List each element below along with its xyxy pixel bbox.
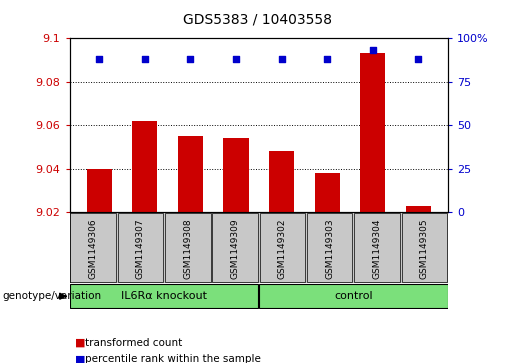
Point [369, 48, 377, 53]
Text: GSM1149303: GSM1149303 [325, 218, 334, 279]
Point [186, 56, 195, 62]
Text: control: control [334, 291, 373, 301]
Text: ■: ■ [75, 354, 85, 363]
FancyBboxPatch shape [212, 213, 258, 282]
FancyBboxPatch shape [259, 285, 448, 308]
Text: percentile rank within the sample: percentile rank within the sample [85, 354, 261, 363]
Text: GSM1149302: GSM1149302 [278, 218, 287, 278]
Text: GDS5383 / 10403558: GDS5383 / 10403558 [183, 13, 332, 27]
Bar [87, 169, 112, 212]
FancyBboxPatch shape [71, 213, 116, 282]
Text: GSM1149309: GSM1149309 [231, 218, 239, 279]
FancyBboxPatch shape [165, 213, 211, 282]
Point [323, 56, 331, 62]
Text: GSM1149304: GSM1149304 [372, 218, 382, 278]
Point [95, 56, 104, 62]
Text: transformed count: transformed count [85, 338, 182, 348]
FancyBboxPatch shape [118, 213, 163, 282]
FancyBboxPatch shape [307, 213, 352, 282]
Text: GSM1149308: GSM1149308 [183, 218, 192, 279]
Text: GSM1149307: GSM1149307 [136, 218, 145, 279]
Point [278, 56, 286, 62]
FancyBboxPatch shape [70, 212, 448, 283]
Text: IL6Rα knockout: IL6Rα knockout [121, 291, 207, 301]
Text: GSM1149306: GSM1149306 [89, 218, 98, 279]
Bar [269, 151, 294, 212]
Bar [360, 53, 385, 212]
Point [141, 56, 149, 62]
FancyBboxPatch shape [354, 213, 400, 282]
FancyBboxPatch shape [260, 213, 305, 282]
FancyBboxPatch shape [70, 285, 259, 308]
Text: genotype/variation: genotype/variation [3, 291, 101, 301]
Bar [315, 173, 340, 212]
Bar [132, 121, 158, 212]
Point [232, 56, 240, 62]
Text: GSM1149305: GSM1149305 [420, 218, 429, 279]
Bar [224, 138, 249, 212]
Text: ■: ■ [75, 338, 85, 348]
Bar [406, 206, 431, 212]
Point [414, 56, 422, 62]
FancyBboxPatch shape [402, 213, 447, 282]
Bar [178, 136, 203, 212]
